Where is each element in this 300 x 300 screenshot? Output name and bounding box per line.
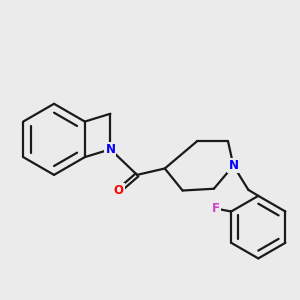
- Text: N: N: [228, 159, 239, 172]
- Text: N: N: [105, 143, 116, 156]
- Text: O: O: [114, 184, 124, 197]
- Text: F: F: [212, 202, 220, 215]
